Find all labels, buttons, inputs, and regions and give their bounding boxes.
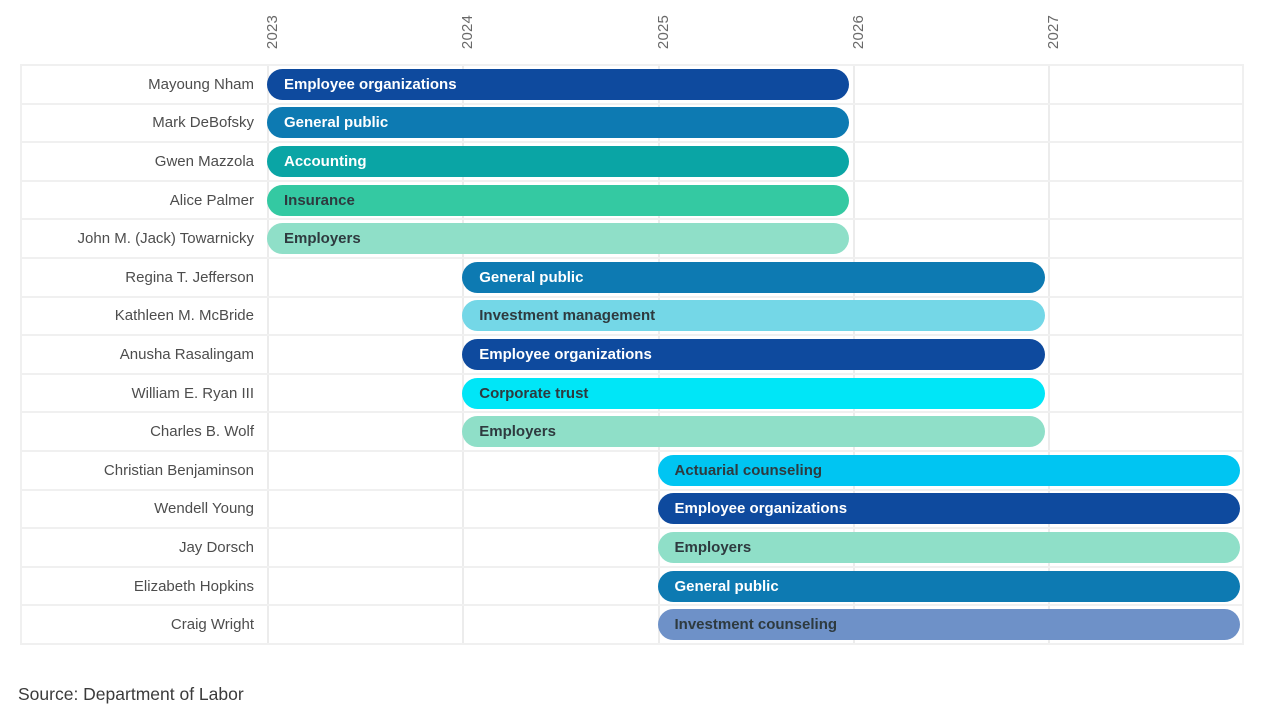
gantt-bar: Investment counseling — [657, 609, 1240, 641]
gantt-bar: Employers — [462, 416, 1045, 448]
row-name-label: Mayoung Nham — [148, 75, 254, 93]
x-tick-2026: 2026 — [849, 14, 867, 50]
table-row: Alice Palmer Insurance — [22, 182, 1242, 221]
table-row: Wendell Young Employee organizations — [22, 491, 1242, 530]
row-name-label: Jay Dorsch — [178, 538, 254, 556]
bar-category-label: Employers — [674, 538, 752, 556]
gantt-bar: Investment management — [462, 300, 1045, 332]
x-tick-2025: 2025 — [654, 14, 671, 50]
gantt-bar: Insurance — [267, 184, 850, 216]
bar-category-label: Actuarial counseling — [674, 461, 823, 479]
row-name-label: Mark DeBofsky — [152, 114, 254, 132]
gantt-bar: General public — [657, 570, 1240, 602]
row-name-label: Charles B. Wolf — [150, 423, 254, 441]
row-name-label: Kathleen M. McBride — [114, 307, 254, 325]
row-name-label: Wendell Young — [154, 500, 254, 518]
bar-category-label: Employee organizations — [479, 345, 652, 363]
table-row: Mayoung Nham Employee organizations — [22, 66, 1242, 105]
table-row: John M. (Jack) Towarnicky Employers — [22, 220, 1242, 259]
gridline-2023 — [267, 66, 269, 643]
gantt-bar: General public — [462, 261, 1045, 293]
bar-category-label: General public — [479, 268, 584, 286]
plot-area: Mayoung Nham Employee organizations Mark D… — [20, 64, 1244, 645]
gantt-bar: General public — [267, 107, 850, 139]
bar-category-label: Corporate trust — [479, 384, 589, 402]
bar-category-label: Employers — [479, 423, 556, 441]
table-row: Christian Benjaminson Actuarial counselin… — [22, 452, 1242, 491]
table-row: Craig Wright Investment counseling — [22, 606, 1242, 643]
row-name-label: Alice Palmer — [169, 191, 254, 209]
x-tick-2023: 2023 — [263, 14, 281, 50]
gantt-bar: Actuarial counseling — [657, 454, 1240, 486]
gantt-bar: Employee organizations — [462, 338, 1045, 370]
x-tick-2024: 2024 — [458, 14, 476, 50]
table-row: Charles B. Wolf Employers — [22, 413, 1242, 452]
bar-category-label: Employers — [284, 230, 361, 248]
table-row: Regina T. Jefferson General public — [22, 259, 1242, 298]
row-name-label: Christian Benjaminson — [103, 461, 254, 479]
table-row: Mark DeBofsky General public — [22, 105, 1242, 144]
row-name-label: Elizabeth Hopkins — [133, 577, 254, 595]
row-name-label: John M. (Jack) Towarnicky — [77, 230, 254, 248]
gantt-bar: Employers — [657, 531, 1240, 563]
row-name-label: Anusha Rasalingam — [119, 345, 254, 363]
gridline-2027 — [1048, 66, 1050, 643]
source-note: Source: Department of Labor — [18, 684, 244, 704]
table-row: Elizabeth Hopkins General public — [22, 568, 1242, 607]
table-row: Gwen Mazzola Accounting — [22, 143, 1242, 182]
table-row: Anusha Rasalingam Employee organizations — [22, 336, 1242, 375]
bar-category-label: Employee organizations — [674, 500, 848, 518]
bar-category-label: Employee organizations — [284, 75, 457, 93]
table-row: Kathleen M. McBride Investment management — [22, 298, 1242, 337]
bar-category-label: Investment counseling — [674, 616, 838, 634]
gantt-bar: Corporate trust — [462, 377, 1045, 409]
row-name-label: Craig Wright — [170, 616, 254, 634]
row-name-label: William E. Ryan III — [131, 384, 254, 402]
bar-category-label: Insurance — [284, 191, 355, 209]
row-name-label: Gwen Mazzola — [154, 152, 254, 170]
bar-category-label: General public — [674, 577, 779, 595]
x-tick-2027: 2027 — [1044, 14, 1062, 50]
gantt-bar: Employers — [267, 223, 850, 255]
bar-category-label: General public — [284, 114, 389, 132]
gantt-bar: Accounting — [267, 145, 850, 177]
table-row: William E. Ryan III Corporate trust — [22, 375, 1242, 414]
row-name-label: Regina T. Jefferson — [125, 268, 254, 286]
table-row: Jay Dorsch Employers — [22, 529, 1242, 568]
gantt-bar: Employee organizations — [657, 493, 1240, 525]
gantt-bar: Employee organizations — [267, 68, 850, 100]
bar-category-label: Investment management — [479, 307, 656, 325]
bar-category-label: Accounting — [284, 152, 367, 170]
